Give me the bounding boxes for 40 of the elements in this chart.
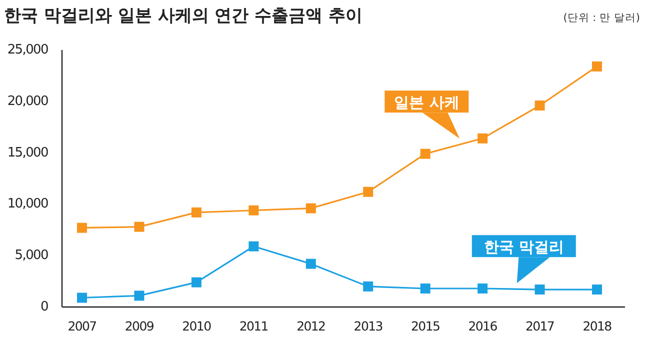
point — [363, 281, 374, 292]
x-tick-label: 2010 — [182, 318, 212, 334]
point — [77, 222, 87, 233]
x-tick-label: 2009 — [124, 318, 154, 334]
point — [134, 290, 144, 301]
y-tick-label: 25,000 — [7, 42, 49, 58]
y-tick-label: 10,000 — [7, 196, 49, 212]
x-tick-label: 2013 — [354, 318, 382, 334]
point — [534, 100, 545, 111]
point — [420, 283, 430, 294]
chart-subtitle: (단위 : 만 달러) — [563, 12, 640, 24]
point — [592, 61, 602, 72]
x-tick-label: 2015 — [411, 318, 440, 334]
series-label: 일본 사케 — [394, 94, 460, 112]
point — [191, 277, 202, 288]
x-tick-label: 2018 — [582, 318, 612, 334]
x-tick-label: 2012 — [296, 318, 326, 334]
y-tick-label: 20,000 — [7, 94, 49, 109]
x-tick-label: 2016 — [468, 318, 498, 334]
x-tick-label: 2011 — [239, 318, 268, 334]
point — [134, 222, 144, 232]
point — [248, 205, 259, 216]
point — [420, 148, 430, 159]
y-tick-label: 15,000 — [7, 145, 49, 160]
point — [191, 207, 202, 218]
point — [77, 292, 87, 303]
point — [478, 283, 488, 294]
series-label: 한국 막걸리 — [484, 238, 564, 256]
point — [248, 241, 259, 252]
point — [478, 133, 488, 144]
x-tick-label: 2017 — [525, 318, 554, 334]
point — [363, 186, 374, 197]
chart-title: 한국 막걸리와 일본 사케의 연간 수출금액 추이 — [4, 6, 363, 26]
point — [306, 258, 316, 269]
y-tick-label: 5,000 — [14, 248, 49, 264]
point — [534, 284, 545, 295]
y-tick-label: 0 — [40, 300, 49, 314]
x-tick-label: 2007 — [68, 318, 96, 334]
point — [306, 203, 316, 214]
point — [592, 284, 602, 295]
